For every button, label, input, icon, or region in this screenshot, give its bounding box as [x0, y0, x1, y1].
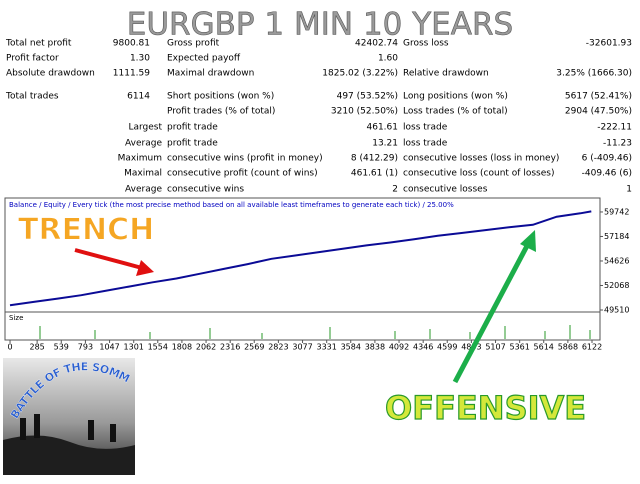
stat-value: 1111.59 [113, 69, 150, 79]
stat-label: consecutive profit (count of wins) [167, 169, 318, 179]
size-label: Size [9, 314, 23, 322]
x-tick-label: 4599 [437, 343, 457, 352]
stat-value: 3.25% (1666.30) [556, 69, 632, 79]
x-tick-label: 3077 [292, 343, 312, 352]
stat-label: consecutive losses [403, 185, 488, 195]
x-tick-label: 2823 [268, 343, 288, 352]
stat-value: 2 [392, 185, 398, 195]
stat-label: profit trade [167, 123, 218, 133]
balance-line [9, 210, 592, 307]
stat-label: Maximal drawdown [167, 69, 254, 79]
stat-label: consecutive loss (count of losses) [403, 169, 554, 179]
stat-value: -409.46 (6) [582, 169, 632, 179]
red-arrow [74, 248, 154, 276]
y-tick-label: 52068 [604, 281, 629, 290]
x-tick-label: 4346 [413, 343, 433, 352]
stat-label: Total trades [5, 92, 59, 102]
stat-value: 1.60 [378, 54, 398, 64]
stat-value: -32601.93 [586, 39, 632, 49]
stat-label: loss trade [403, 139, 448, 149]
x-tick-label: 1808 [172, 343, 192, 352]
x-tick-label: 1047 [99, 343, 119, 352]
stat-label: Long positions (won %) [403, 92, 508, 102]
stat-value: 8 (412.29) [351, 154, 398, 164]
x-tick-label: 2062 [196, 343, 216, 352]
y-tick-label: 57184 [604, 232, 629, 241]
stat-value: 1.30 [130, 54, 150, 64]
stat-label: profit trade [167, 139, 218, 149]
chart-legend: Balance / Equity / Every tick (the most … [9, 201, 454, 209]
y-tick-label: 54626 [604, 256, 629, 265]
x-tick-label: 793 [78, 343, 93, 352]
x-tick-label: 5107 [485, 343, 505, 352]
x-tick-label: 539 [54, 343, 69, 352]
stat-label: Maximal [124, 169, 162, 179]
stat-label: Profit trades (% of total) [167, 107, 275, 117]
x-tick-label: 3838 [365, 343, 385, 352]
trench-label: TRENCH [18, 213, 154, 248]
stat-label: Largest [128, 123, 162, 133]
stat-label: Gross loss [403, 39, 449, 49]
stats-table: Total net profit 9800.81 Gross profit 42402… [5, 39, 632, 195]
x-tick-label: 0 [7, 343, 12, 352]
stat-label: consecutive wins (profit in money) [167, 154, 323, 164]
stat-label: Total net profit [5, 39, 72, 49]
x-tick-label: 6122 [582, 343, 602, 352]
stat-value: 13.21 [372, 139, 398, 149]
size-frame [4, 311, 601, 341]
stat-label: Short positions (won %) [167, 92, 274, 102]
stat-label: Relative drawdown [403, 69, 489, 79]
x-tick-label: 1301 [124, 343, 144, 352]
stat-value: 461.61 [367, 123, 399, 133]
stat-label: consecutive losses (loss in money) [403, 154, 559, 164]
stat-value: 497 (53.52%) [337, 92, 398, 102]
stat-label: Absolute drawdown [6, 69, 95, 79]
x-tick-label: 4092 [389, 343, 409, 352]
stat-value: 42402.74 [355, 39, 398, 49]
x-tick-label: 5614 [534, 343, 554, 352]
stat-label: Profit factor [6, 54, 59, 64]
stat-value: 1825.02 (3.22%) [322, 69, 398, 79]
stat-value: 6114 [127, 92, 150, 102]
x-tick-label: 3584 [341, 343, 361, 352]
x-tick-label: 5361 [509, 343, 529, 352]
x-tick-label: 285 [29, 343, 44, 352]
stat-label: Average [125, 139, 162, 149]
stat-label: Gross profit [167, 39, 220, 49]
stat-label: consecutive wins [167, 185, 244, 195]
stat-value: 2904 (47.50%) [565, 107, 632, 117]
x-tick-label: 2569 [244, 343, 264, 352]
stat-label: Maximum [118, 154, 162, 164]
x-tick-label: 2316 [220, 343, 240, 352]
x-tick-label: 5868 [558, 343, 578, 352]
stat-value: -11.23 [603, 139, 632, 149]
stat-value: 461.61 (1) [351, 169, 398, 179]
stat-label: Expected payoff [167, 54, 241, 64]
title: EURGBP 1 MIN 10 YEARS [127, 7, 513, 43]
green-arrow [452, 230, 536, 384]
y-tick-label: 49510 [604, 305, 629, 314]
stat-label: loss trade [403, 123, 448, 133]
stat-label: Average [125, 185, 162, 195]
x-tick-label: 3331 [317, 343, 337, 352]
y-tick-label: 59742 [604, 207, 629, 216]
stat-value: 5617 (52.41%) [565, 92, 632, 102]
stat-label: Loss trades (% of total) [403, 107, 508, 117]
stat-value: 9800.81 [113, 39, 150, 49]
stat-value: 1 [626, 185, 632, 195]
stat-value: 6 (-409.46) [582, 154, 632, 164]
stat-value: 3210 (52.50%) [331, 107, 398, 117]
size-bars [39, 325, 591, 339]
x-tick-label: 1554 [148, 343, 168, 352]
stat-value: -222.11 [597, 123, 632, 133]
offensive-label: OFFENSIVE [385, 389, 586, 427]
